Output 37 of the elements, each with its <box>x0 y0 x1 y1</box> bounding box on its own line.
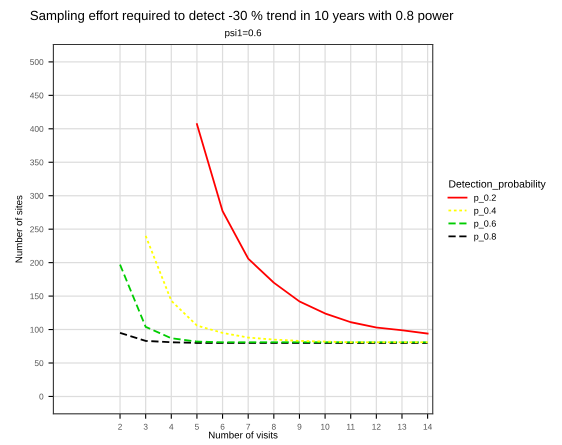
x-tick-label: 3 <box>144 424 148 430</box>
chart-subtitle: psi1=0.6 <box>225 29 262 38</box>
line-series <box>144 234 429 344</box>
y-tick-label: 150 <box>30 293 44 300</box>
x-axis-title: Number of visits <box>209 431 278 438</box>
legend-label: p_0.2 <box>474 194 496 203</box>
legend-title: Detection_probability <box>449 180 546 190</box>
x-tick-label: 7 <box>246 424 250 430</box>
legend-label: p_0.8 <box>474 233 496 242</box>
line-series <box>119 264 429 344</box>
y-tick-label: 200 <box>30 260 44 266</box>
y-tick-label: 0 <box>39 394 44 400</box>
chart-title: Sampling effort required to detect -30 % trend in 10 years with 0.8 power <box>30 10 454 23</box>
x-tick-label: 9 <box>298 424 302 430</box>
y-tick-label: 500 <box>30 59 44 65</box>
y-tick-label: 450 <box>30 92 44 98</box>
x-tick-label: 5 <box>194 424 199 430</box>
x-tick-label: 8 <box>272 424 276 430</box>
y-tick-label: 100 <box>30 326 44 333</box>
y-axis-title: Number of sites <box>15 195 22 262</box>
legend-label: p_0.6 <box>474 220 496 228</box>
line-series <box>119 332 429 344</box>
x-tick-label: 11 <box>347 424 355 430</box>
line-series <box>196 123 429 334</box>
x-tick-label: 6 <box>220 424 225 430</box>
x-tick-label: 12 <box>372 424 381 430</box>
y-tick-label: 50 <box>34 360 44 366</box>
x-tick-label: 2 <box>118 424 122 430</box>
y-tick-label: 350 <box>30 159 44 166</box>
x-tick-label: 10 <box>321 424 330 430</box>
legend-label: p_0.4 <box>474 207 496 216</box>
x-tick-label: 4 <box>169 424 174 430</box>
y-tick-label: 300 <box>30 192 44 199</box>
y-tick-label: 250 <box>30 226 44 232</box>
x-tick-label: 14 <box>424 424 432 430</box>
y-tick-label: 400 <box>30 126 44 132</box>
x-tick-label: 13 <box>398 424 406 430</box>
